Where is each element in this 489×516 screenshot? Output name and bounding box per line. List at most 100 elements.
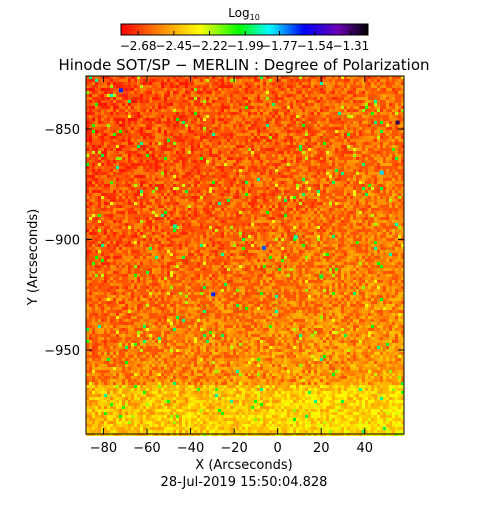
heatmap-cell: [347, 184, 350, 187]
heatmap-cell: [200, 139, 203, 142]
heatmap-cell: [344, 145, 347, 148]
heatmap-cell: [236, 184, 239, 187]
heatmap-cell: [308, 136, 311, 139]
heatmap-cell: [206, 133, 209, 136]
heatmap-cell: [152, 262, 155, 265]
heatmap-cell: [143, 181, 146, 184]
heatmap-cell: [341, 136, 344, 139]
heatmap-cell: [200, 235, 203, 238]
heatmap-cell: [122, 235, 125, 238]
heatmap-cell: [107, 82, 110, 85]
heatmap-cell: [290, 175, 293, 178]
heatmap-cell: [179, 214, 182, 217]
heatmap-cell: [272, 142, 275, 145]
heatmap-cell: [155, 103, 158, 106]
heatmap-cell: [182, 214, 185, 217]
heatmap-cell: [131, 268, 134, 271]
heatmap-cell: [359, 205, 362, 208]
heatmap-cell: [104, 106, 107, 109]
heatmap-cell: [299, 85, 302, 88]
heatmap-cell: [95, 145, 98, 148]
heatmap-cell: [347, 121, 350, 124]
heatmap-cell: [113, 172, 116, 175]
heatmap-cell: [272, 118, 275, 121]
heatmap-cell: [176, 265, 179, 268]
heatmap-cell: [161, 79, 164, 82]
heatmap-cell: [173, 283, 176, 286]
heatmap-cell: [344, 187, 347, 190]
heatmap-cell: [122, 199, 125, 202]
heatmap-cell: [203, 244, 206, 247]
heatmap-cell: [98, 196, 101, 199]
heatmap-cell: [347, 154, 350, 157]
heatmap-cell: [104, 91, 107, 94]
heatmap-cell: [203, 250, 206, 253]
heatmap-cell: [137, 163, 140, 166]
heatmap-cell: [221, 265, 224, 268]
heatmap-cell: [302, 85, 305, 88]
heatmap-cell: [206, 127, 209, 130]
heatmap-cell: [398, 241, 401, 244]
heatmap-cell: [368, 100, 371, 103]
heatmap-cell: [236, 193, 239, 196]
heatmap-cell: [152, 220, 155, 223]
heatmap-cell: [173, 145, 176, 148]
heatmap-cell: [380, 229, 383, 232]
heatmap-cell: [278, 166, 281, 169]
heatmap-cell: [101, 259, 104, 262]
heatmap-cell: [329, 271, 332, 274]
heatmap-cell: [398, 106, 401, 109]
heatmap-cell: [257, 214, 260, 217]
heatmap-cell: [122, 271, 125, 274]
heatmap-cell: [191, 205, 194, 208]
heatmap-cell: [299, 115, 302, 118]
heatmap-cell: [206, 181, 209, 184]
heatmap-cell: [323, 142, 326, 145]
heatmap-cell: [236, 241, 239, 244]
heatmap-cell: [272, 229, 275, 232]
heatmap-cell: [89, 133, 92, 136]
heatmap-cell: [113, 271, 116, 274]
heatmap-cell: [272, 91, 275, 94]
heatmap-cell: [362, 106, 365, 109]
heatmap-cell: [299, 280, 302, 283]
heatmap-cell: [128, 169, 131, 172]
heatmap-cell: [212, 202, 215, 205]
heatmap-cell: [308, 181, 311, 184]
heatmap-cell: [119, 256, 122, 259]
heatmap-cell: [119, 229, 122, 232]
heatmap-cell: [359, 163, 362, 166]
heatmap-cell: [242, 91, 245, 94]
heatmap-cell: [119, 238, 122, 241]
heatmap-cell: [113, 136, 116, 139]
heatmap-cell: [131, 211, 134, 214]
heatmap-cell: [233, 223, 236, 226]
heatmap-cell: [254, 202, 257, 205]
heatmap-cell: [320, 124, 323, 127]
heatmap-cell: [326, 145, 329, 148]
heatmap-cell: [218, 118, 221, 121]
heatmap-cell: [242, 247, 245, 250]
heatmap-cell: [302, 139, 305, 142]
heatmap-cell: [272, 106, 275, 109]
heatmap-cell: [338, 148, 341, 151]
heatmap-cell: [305, 253, 308, 256]
heatmap-cell: [392, 265, 395, 268]
heatmap-cell: [128, 181, 131, 184]
heatmap-cell: [368, 172, 371, 175]
heatmap-cell: [230, 124, 233, 127]
heatmap-cell: [386, 187, 389, 190]
heatmap-cell: [257, 193, 260, 196]
heatmap-cell: [254, 130, 257, 133]
heatmap-cell: [203, 82, 206, 85]
heatmap-cell: [167, 118, 170, 121]
heatmap-cell: [377, 130, 380, 133]
heatmap-cell: [194, 280, 197, 283]
heatmap-cell: [125, 166, 128, 169]
heatmap-cell: [140, 268, 143, 271]
heatmap-cell: [341, 202, 344, 205]
heatmap-cell: [392, 232, 395, 235]
heatmap-cell: [92, 79, 95, 82]
heatmap-cell: [350, 187, 353, 190]
heatmap-cell: [362, 199, 365, 202]
